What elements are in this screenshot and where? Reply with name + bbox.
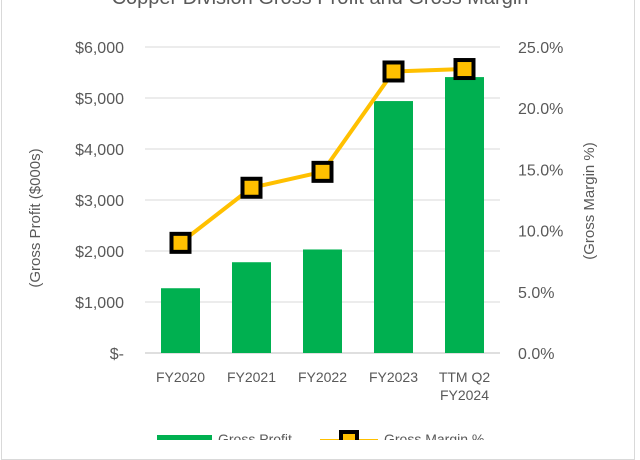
category-label: FY2022 [298,369,347,385]
chart-title: Copper Division Gross Profit and Gross M… [0,0,640,10]
bar [232,262,271,353]
category-label: FY2024 [440,387,489,403]
left-tick-label: $3,000 [75,193,124,210]
right-tick-label: 0.0% [518,346,554,363]
left-tick-label: $4,000 [75,142,124,159]
bar [303,249,342,353]
line-series [169,58,476,254]
right-tick-label: 15.0% [518,162,563,179]
right-tick-label: 20.0% [518,101,563,118]
legend-label: Gross Profit [218,431,292,440]
right-tick-label: 5.0% [518,285,554,302]
category-label: TTM Q2 [439,369,491,385]
line-marker [311,160,334,183]
left-axis-title: (Gross Profit ($000s) [27,148,44,287]
category-axis: FY2020 FY2021 FY2022 FY2023 TTM Q2 FY2024 [156,369,490,403]
legend-label: Gross Margin % [384,431,484,440]
category-label: FY2023 [369,369,418,385]
gridlines [145,46,500,354]
legend-swatch-bar [157,435,212,440]
legend-swatch-marker [339,430,359,440]
bar-series [161,77,484,353]
line-marker [382,60,405,83]
bar [161,288,200,353]
line-path [179,67,465,245]
combo-chart: $- $1,000 $2,000 $3,000 $4,000 $5,000 $6,000 0… [27,40,598,440]
right-axis-ticks: 0.0% 5.0% 10.0% 15.0% 20.0% 25.0% [518,40,563,363]
legend: Gross Profit Gross Margin % [157,430,484,440]
right-tick-label: 10.0% [518,224,563,241]
left-tick-label: $2,000 [75,244,124,261]
right-axis-title: (Gross Margin %) [581,142,598,260]
line-marker [169,231,192,254]
left-tick-label: $- [110,346,124,363]
left-axis-ticks: $- $1,000 $2,000 $3,000 $4,000 $5,000 $6,000 [75,40,124,363]
bar [445,77,484,353]
left-tick-label: $5,000 [75,91,124,108]
category-label: FY2020 [156,369,205,385]
left-tick-label: $6,000 [75,40,124,57]
line-marker [453,58,476,81]
line-marker [240,176,263,199]
bar [374,101,413,353]
left-tick-label: $1,000 [75,295,124,312]
category-label: FY2021 [227,369,276,385]
right-tick-label: 25.0% [518,40,563,57]
